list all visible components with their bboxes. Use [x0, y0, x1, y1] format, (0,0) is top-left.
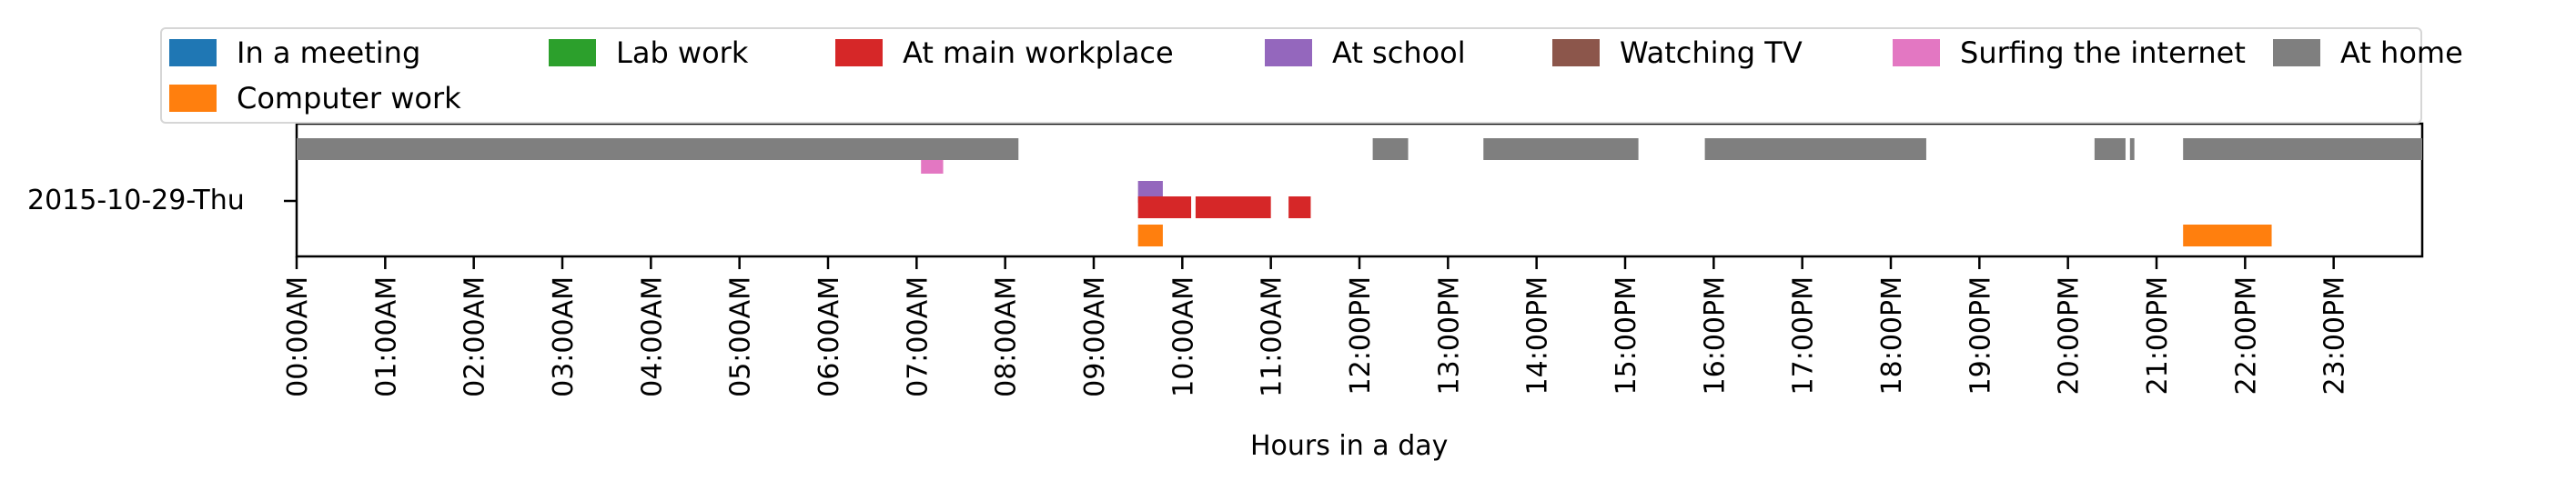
legend-label: At school: [1332, 35, 1466, 70]
legend-item-lab-work: Lab work: [549, 35, 749, 70]
bar-at-main-workplace-2: [1288, 196, 1311, 218]
x-tick-label: 16:00PM: [1699, 276, 1731, 395]
x-tick-label: 13:00PM: [1433, 276, 1465, 395]
bar-at-main-workplace-0: [1137, 196, 1192, 218]
x-tick-label: 08:00AM: [991, 276, 1023, 397]
legend-item-at-school: At school: [1265, 35, 1466, 70]
legend-swatch: [2273, 39, 2320, 66]
x-tick-label: 23:00PM: [2319, 276, 2351, 395]
legend-swatch: [169, 85, 217, 112]
x-tick-label: 04:00AM: [636, 276, 668, 397]
legend-item-at-home: At home: [2273, 35, 2463, 70]
legend-label: At main workplace: [903, 35, 1174, 70]
legend: In a meeting Lab work At main workplace At …: [160, 27, 2463, 124]
legend-swatch: [835, 39, 883, 66]
bar-surfing-the-internet-0: [921, 160, 944, 174]
x-tick-label: 01:00AM: [370, 276, 402, 397]
x-tick-label: 12:00PM: [1345, 276, 1377, 395]
legend-label: In a meeting: [237, 35, 421, 70]
legend-item-in-a-meeting: In a meeting: [169, 35, 421, 70]
legend-item-computer-work: Computer work: [169, 81, 461, 115]
legend-label: Lab work: [616, 35, 749, 70]
legend-item-at-main-workplace: At main workplace: [835, 35, 1174, 70]
bar-at-home-2: [1483, 138, 1639, 160]
legend-label: At home: [2340, 35, 2463, 70]
x-tick-label: 11:00AM: [1257, 276, 1288, 397]
x-tick-label: 20:00PM: [2054, 276, 2086, 395]
x-tick-label: 22:00PM: [2230, 276, 2262, 395]
bar-at-home-6: [2183, 138, 2422, 160]
legend-label: Computer work: [237, 81, 461, 115]
x-tick-label: 03:00AM: [548, 276, 580, 397]
x-tick-label: 00:00AM: [282, 276, 314, 397]
x-axis-ticks: 00:00AM 01:00AM 02:00AM 03:00AM 04:00AM 05:00…: [282, 256, 2351, 397]
legend-item-watching-tv: Watching TV: [1552, 35, 1803, 70]
x-tick-label: 17:00PM: [1788, 276, 1820, 395]
x-tick-label: 10:00AM: [1167, 276, 1199, 397]
x-tick-label: 21:00PM: [2142, 276, 2174, 395]
legend-swatch: [1265, 39, 1312, 66]
x-tick-label: 09:00AM: [1079, 276, 1111, 397]
x-tick-label: 19:00PM: [1965, 276, 1996, 395]
legend-label: Surfing the internet: [1960, 35, 2246, 70]
legend-item-surfing-the-internet: Surfing the internet: [1893, 35, 2246, 70]
row-label: 2015-10-29-Thu: [27, 185, 245, 216]
x-axis-label: Hours in a day: [1250, 430, 1449, 462]
legend-swatch: [1893, 39, 1940, 66]
bar-at-home-0: [297, 138, 1019, 160]
activity-bars: [297, 138, 2422, 246]
legend-label: Watching TV: [1620, 35, 1803, 70]
legend-swatch: [1552, 39, 1600, 66]
bar-at-home-5: [2129, 138, 2135, 160]
bar-computer-work-1: [2183, 225, 2272, 246]
x-tick-label: 05:00AM: [725, 276, 757, 397]
x-tick-label: 06:00AM: [813, 276, 845, 397]
bar-at-home-4: [2094, 138, 2126, 160]
bar-at-home-3: [1704, 138, 1926, 160]
x-tick-label: 18:00PM: [1876, 276, 1908, 395]
bar-computer-work-0: [1137, 225, 1163, 246]
legend-swatch: [169, 39, 217, 66]
x-tick-label: 14:00PM: [1522, 276, 1554, 395]
bar-at-main-workplace-1: [1195, 196, 1271, 218]
x-tick-label: 15:00PM: [1611, 276, 1642, 395]
bar-at-home-1: [1372, 138, 1409, 160]
x-tick-label: 02:00AM: [460, 276, 491, 397]
legend-swatch: [549, 39, 596, 66]
x-tick-label: 07:00AM: [902, 276, 934, 397]
